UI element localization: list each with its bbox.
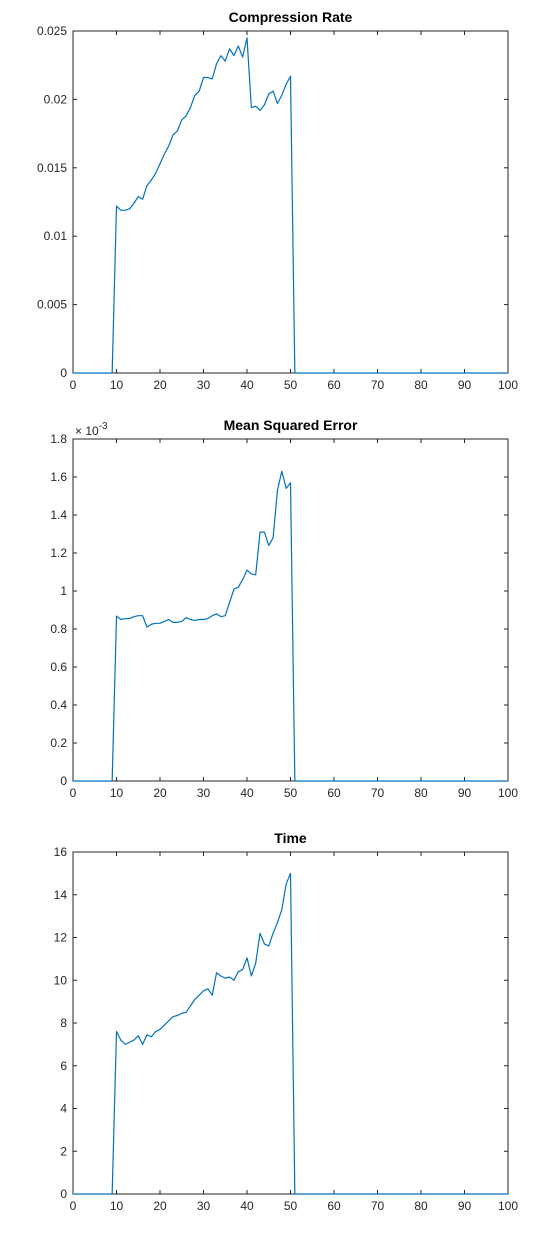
x-tick-label: 20 (153, 786, 167, 800)
y-tick-label: 6 (60, 1059, 67, 1073)
y-tick-label: 12 (54, 931, 68, 945)
y-tick-label: 0.2 (50, 736, 67, 750)
x-tick-label: 20 (153, 378, 167, 392)
y-tick-label: 14 (54, 888, 68, 902)
x-tick-label: 50 (284, 786, 298, 800)
x-tick-label: 100 (498, 378, 518, 392)
y-tick-label: 0.6 (50, 660, 67, 674)
x-tick-label: 0 (70, 786, 77, 800)
x-tick-label: 30 (197, 378, 211, 392)
x-tick-label: 40 (240, 378, 254, 392)
x-tick-label: 90 (458, 378, 472, 392)
chart-panel-1: Compression Rate 0 10 20 30 40 50 60 70 80 90 100 0 0… (37, 9, 518, 392)
y-tick-label: 16 (54, 845, 68, 859)
x-tick-label: 100 (498, 786, 518, 800)
y-exponent-power: -3 (99, 421, 108, 432)
y-tick-label: 1.4 (50, 508, 67, 522)
chart-title: Time (274, 830, 307, 846)
y-tick-label: 0.005 (37, 298, 67, 312)
y-tick-label: 0 (60, 1187, 67, 1201)
y-exponent-label: × 10-3 (75, 421, 108, 438)
x-tick-label: 60 (327, 786, 341, 800)
x-tick-label: 80 (414, 786, 428, 800)
x-tick-label: 40 (240, 786, 254, 800)
x-tick-label: 20 (153, 1199, 167, 1213)
y-tick-label: 10 (54, 973, 68, 987)
y-tick-label: 4 (60, 1102, 67, 1116)
y-exponent-base: × 10 (75, 424, 99, 438)
x-tick-label: 30 (197, 1199, 211, 1213)
x-tick-label: 30 (197, 786, 211, 800)
x-tick-label: 40 (240, 1199, 254, 1213)
x-tick-label: 60 (327, 378, 341, 392)
y-tick-label: 0.01 (44, 229, 68, 243)
series-line (73, 872, 508, 1195)
y-tick-label: 1.6 (50, 470, 67, 484)
y-tick-label: 0.02 (44, 92, 68, 106)
x-tick-label: 10 (110, 378, 124, 392)
y-tick-label: 1.8 (50, 432, 67, 446)
x-tick-label: 90 (458, 1199, 472, 1213)
x-tick-label: 70 (371, 378, 385, 392)
x-tick-label: 0 (70, 1199, 77, 1213)
chart-panel-3: Time 0 10 20 30 40 50 60 70 80 90 100 0 2 4 6 8 10 12 14 16 (54, 830, 519, 1213)
y-tick-label: 2 (60, 1144, 67, 1158)
x-tick-label: 90 (458, 786, 472, 800)
y-tick-label: 0.4 (50, 698, 67, 712)
x-tick-label: 100 (498, 1199, 518, 1213)
chart-title: Mean Squared Error (224, 417, 358, 433)
y-tick-label: 0.8 (50, 622, 67, 636)
x-tick-label: 80 (414, 378, 428, 392)
x-tick-label: 70 (371, 786, 385, 800)
x-tick-label: 70 (371, 1199, 385, 1213)
y-tick-label: 1.2 (50, 546, 67, 560)
chart-title: Compression Rate (229, 9, 353, 25)
series-line (73, 37, 508, 374)
x-tick-label: 80 (414, 1199, 428, 1213)
y-tick-label: 8 (60, 1016, 67, 1030)
series-line (73, 470, 508, 782)
y-tick-label: 0.025 (37, 24, 67, 38)
x-tick-label: 10 (110, 1199, 124, 1213)
x-tick-label: 50 (284, 378, 298, 392)
y-tick-label: 0 (60, 366, 67, 380)
y-tick-label: 0 (60, 774, 67, 788)
x-tick-label: 0 (70, 378, 77, 392)
x-tick-label: 10 (110, 786, 124, 800)
y-tick-label: 1 (60, 584, 67, 598)
x-tick-label: 60 (327, 1199, 341, 1213)
y-tick-label: 0.015 (37, 161, 67, 175)
x-tick-label: 50 (284, 1199, 298, 1213)
